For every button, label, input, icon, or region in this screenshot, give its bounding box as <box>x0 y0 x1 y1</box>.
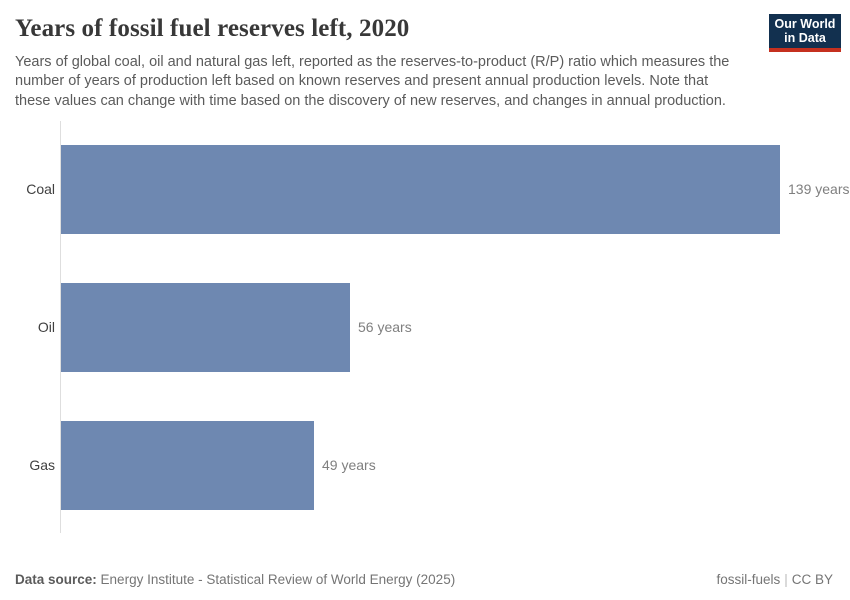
chart-subtitle: Years of global coal, oil and natural ga… <box>15 54 730 109</box>
bar-row-gas: Gas 49 years <box>15 420 835 510</box>
bar-row-oil: Oil 56 years <box>15 282 835 372</box>
y-axis-line <box>60 120 61 533</box>
owid-logo-line2: in Data <box>784 30 826 45</box>
value-label-coal: 139 years <box>788 181 850 198</box>
chart-footer: Data source: Energy Institute - Statisti… <box>15 572 833 587</box>
bar-chart: Coal 139 years Oil 56 years Gas 49 years <box>15 120 849 533</box>
category-label-oil: Oil <box>37 319 55 336</box>
bar-row-coal: Coal 139 years <box>15 144 849 234</box>
data-source: Data source: Energy Institute - Statisti… <box>15 572 455 587</box>
owid-logo[interactable]: Our World in Data <box>769 14 841 52</box>
footer-separator: | <box>784 572 788 587</box>
bar-coal[interactable] <box>60 144 780 234</box>
value-label-oil: 56 years <box>358 319 412 336</box>
fossil-fuels-link[interactable]: fossil-fuels <box>716 572 781 587</box>
data-source-link[interactable]: Energy Institute - Statistical Review of… <box>100 572 456 587</box>
footer-links: fossil-fuels | CC BY <box>716 572 833 587</box>
category-label-gas: Gas <box>29 457 55 474</box>
owid-logo-line1: Our World <box>774 17 836 31</box>
data-source-label: Data source: <box>15 572 97 587</box>
category-label-coal: Coal <box>26 181 55 198</box>
page-title: Years of fossil fuel reserves left, 2020 <box>15 15 410 42</box>
value-label-gas: 49 years <box>322 457 376 474</box>
license-link[interactable]: CC BY <box>791 572 833 587</box>
bar-oil[interactable] <box>60 282 350 372</box>
bar-gas[interactable] <box>60 420 314 510</box>
